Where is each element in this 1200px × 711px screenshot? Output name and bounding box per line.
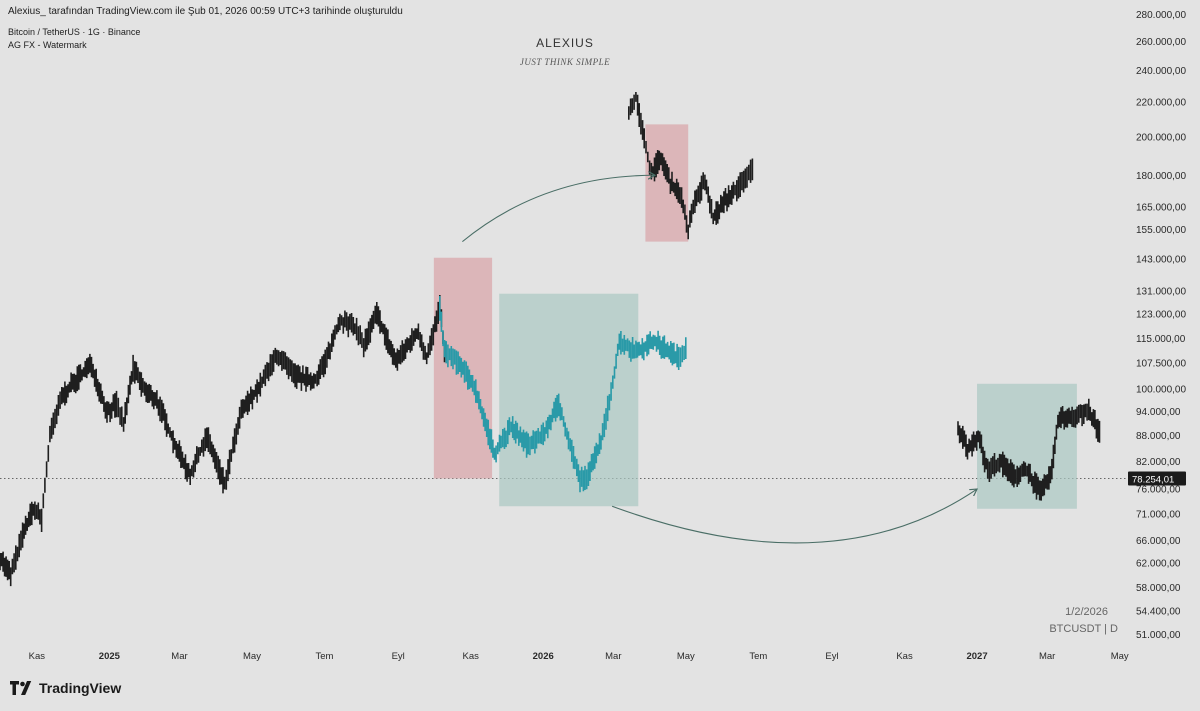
series-2 xyxy=(439,296,687,493)
highlight-zones xyxy=(433,124,1077,509)
tradingview-logo-icon xyxy=(10,681,32,695)
watermark-title: ALEXIUS xyxy=(536,36,594,50)
x-tick-label: Kas xyxy=(463,651,480,662)
y-tick-label: 155.000,00 xyxy=(1136,225,1186,236)
projection-arrow-1 xyxy=(462,175,655,243)
brand-name: TradingView xyxy=(39,680,122,696)
y-tick-label: 54.400,00 xyxy=(1136,606,1181,617)
tradingview-logo[interactable]: TradingView xyxy=(10,680,121,696)
price-axis[interactable]: 51.000,00 54.400,00 58.000,00 62.000,00 66.0… xyxy=(1136,10,1186,641)
current-price-label: 78.254,01 xyxy=(1132,474,1174,485)
x-tick-label: Kas xyxy=(29,651,46,662)
y-tick-label: 220.000,00 xyxy=(1136,98,1186,109)
y-tick-label: 165.000,00 xyxy=(1136,202,1186,213)
y-tick-label: 260.000,00 xyxy=(1136,37,1186,48)
y-tick-label: 71.000,00 xyxy=(1136,509,1181,520)
x-tick-label: Eyl xyxy=(392,651,405,662)
y-tick-label: 115.000,00 xyxy=(1136,334,1186,345)
y-tick-label: 58.000,00 xyxy=(1136,583,1181,594)
symbol-info[interactable]: Bitcoin / TetherUS · 1G · Binance xyxy=(8,27,141,37)
x-tick-label: Mar xyxy=(1039,651,1055,662)
x-tick-label: Tem xyxy=(749,651,767,662)
x-tick-label: 2025 xyxy=(99,651,121,662)
x-tick-label: Kas xyxy=(896,651,913,662)
x-tick-label: 2027 xyxy=(966,651,987,662)
y-tick-label: 51.000,00 xyxy=(1136,630,1181,641)
watermark-subtitle: JUST THINK SIMPLE xyxy=(519,57,611,67)
x-tick-label: Mar xyxy=(605,651,621,662)
y-tick-label: 66.000,00 xyxy=(1136,536,1181,547)
current-price-tag-background xyxy=(1128,471,1186,486)
series-3 xyxy=(628,92,754,240)
y-tick-label: 131.000,00 xyxy=(1136,286,1186,297)
series-4 xyxy=(957,398,1101,501)
y-tick-label: 100.000,00 xyxy=(1136,385,1186,396)
y-tick-label: 240.000,00 xyxy=(1136,66,1186,77)
publish-info: Alexius_ tarafından TradingView.com ile … xyxy=(8,6,403,17)
y-tick-label: 107.500,00 xyxy=(1136,358,1186,369)
x-tick-label: Tem xyxy=(316,651,334,662)
y-tick-label: 94.000,00 xyxy=(1136,407,1181,418)
price-series xyxy=(0,92,1101,587)
y-tick-label: 88.000,00 xyxy=(1136,431,1181,442)
symbol-interval-label: BTCUSDT | D xyxy=(1049,623,1118,635)
y-tick-label: 123.000,00 xyxy=(1136,309,1186,320)
time-axis[interactable]: Kas 2025 Mar May Tem Eyl Kas 2026 Mar May Tem Eyl Ka… xyxy=(29,651,1129,662)
y-tick-label: 280.000,00 xyxy=(1136,10,1186,21)
x-tick-label: May xyxy=(677,651,695,662)
x-tick-label: Eyl xyxy=(825,651,838,662)
series-1 xyxy=(0,295,446,587)
x-tick-label: May xyxy=(1111,651,1129,662)
y-tick-label: 180.000,00 xyxy=(1136,171,1186,182)
green-zone xyxy=(499,293,639,507)
current-price-tag: 78.254,01 xyxy=(1128,471,1186,486)
green-zone xyxy=(977,383,1077,509)
y-tick-label: 200.000,00 xyxy=(1136,132,1186,143)
y-tick-label: 76.000,00 xyxy=(1136,485,1181,496)
y-tick-label: 143.000,00 xyxy=(1136,255,1186,266)
indicator-name[interactable]: AG FX - Watermark xyxy=(8,40,87,50)
y-tick-label: 62.000,00 xyxy=(1136,559,1181,570)
x-tick-label: May xyxy=(243,651,261,662)
projection-arrows xyxy=(462,175,977,544)
y-tick-label: 82.000,00 xyxy=(1136,457,1181,468)
red-zone xyxy=(645,124,689,242)
date-label: 1/2/2026 xyxy=(1065,606,1108,618)
x-tick-label: Mar xyxy=(171,651,187,662)
x-tick-label: 2026 xyxy=(533,651,554,662)
projection-arrow-2 xyxy=(611,489,977,544)
